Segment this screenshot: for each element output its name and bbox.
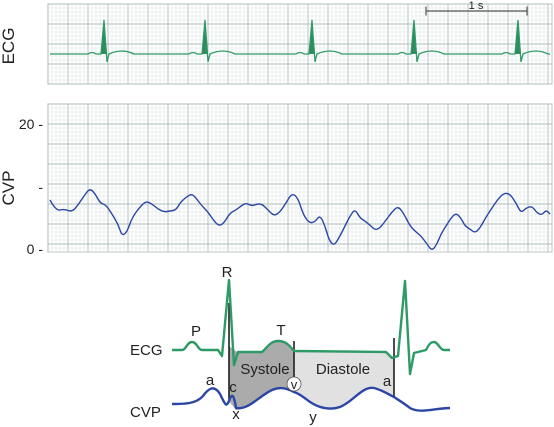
diastole-region <box>294 351 394 409</box>
cvp-tick-20: 20 - <box>19 116 43 132</box>
r-wave-label: R <box>222 264 233 281</box>
c-wave-label: c <box>229 379 237 396</box>
cardiac-cycle-diagram: ECG CVP P R T a c x v y a Systole Diasto… <box>130 264 451 426</box>
cvp-trace <box>49 189 551 250</box>
ecg-strip-label: ECG <box>0 28 18 65</box>
cvp-strip-label: CVP <box>0 171 18 206</box>
systole-region <box>229 341 294 410</box>
p-wave-label: P <box>191 323 201 340</box>
schematic-cvp-trace <box>171 386 451 412</box>
systole-label: Systole <box>240 361 289 378</box>
time-scale-bar: 1 s <box>425 0 528 16</box>
schematic-ecg-trace <box>172 278 450 376</box>
ecg-trace <box>50 19 550 63</box>
t-wave-label: T <box>276 322 285 339</box>
cvp-tick-mid: - <box>38 179 43 195</box>
ecg-strip: ECG 1 s <box>0 0 553 85</box>
v-wave-badge <box>286 376 302 392</box>
time-scale-label: 1 s <box>469 0 484 12</box>
cvp-grid <box>47 103 553 253</box>
schematic-cvp-label: CVP <box>130 404 161 421</box>
ecg-grid <box>47 3 553 85</box>
y-descent-label: y <box>309 409 317 426</box>
schematic-ecg-label: ECG <box>130 342 163 359</box>
v-wave-label: v <box>291 377 298 392</box>
second-a-wave-label: a <box>383 373 392 390</box>
cvp-tick-0: 0 - <box>27 241 44 257</box>
a-wave-label: a <box>206 372 215 389</box>
cvp-strip: CVP 20 - - 0 - <box>0 103 553 257</box>
x-descent-label: x <box>232 406 240 423</box>
diastole-label: Diastole <box>316 361 370 378</box>
